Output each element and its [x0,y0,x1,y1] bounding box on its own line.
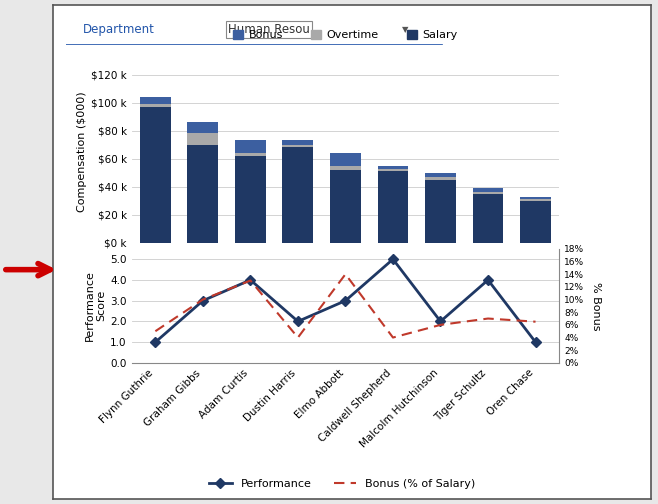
Bar [188,122,218,134]
Bar [330,153,361,166]
Bar [425,177,456,180]
Bar [520,197,551,200]
Y-axis label: % Bonus: % Bonus [591,282,601,330]
Bar [472,192,503,194]
Bar [520,201,551,243]
Bar [282,148,313,243]
Bar [378,171,409,243]
Bar [282,145,313,148]
Text: Human Resou: Human Resou [228,23,310,36]
Bar [378,168,409,171]
Bar [140,104,171,107]
Bar [188,134,218,145]
Bar [330,166,361,170]
Y-axis label: Performance
Score: Performance Score [84,271,106,341]
Bar [472,194,503,243]
Bar [425,180,456,243]
Text: ▼: ▼ [401,25,408,34]
Bar [188,145,218,243]
Text: Department: Department [83,23,155,36]
Y-axis label: Compensation ($000): Compensation ($000) [77,91,87,212]
Legend: Performance, Bonus (% of Salary): Performance, Bonus (% of Salary) [205,474,480,493]
Bar [235,156,266,243]
Bar [282,141,313,145]
Bar [330,170,361,243]
Legend: Bonus, Overtime, Salary: Bonus, Overtime, Salary [229,26,462,45]
Bar [140,107,171,243]
Bar [520,200,551,201]
Bar [378,166,409,168]
Bar [235,153,266,156]
Bar [235,141,266,153]
Bar [425,173,456,177]
Bar [140,97,171,104]
Bar [472,188,503,192]
